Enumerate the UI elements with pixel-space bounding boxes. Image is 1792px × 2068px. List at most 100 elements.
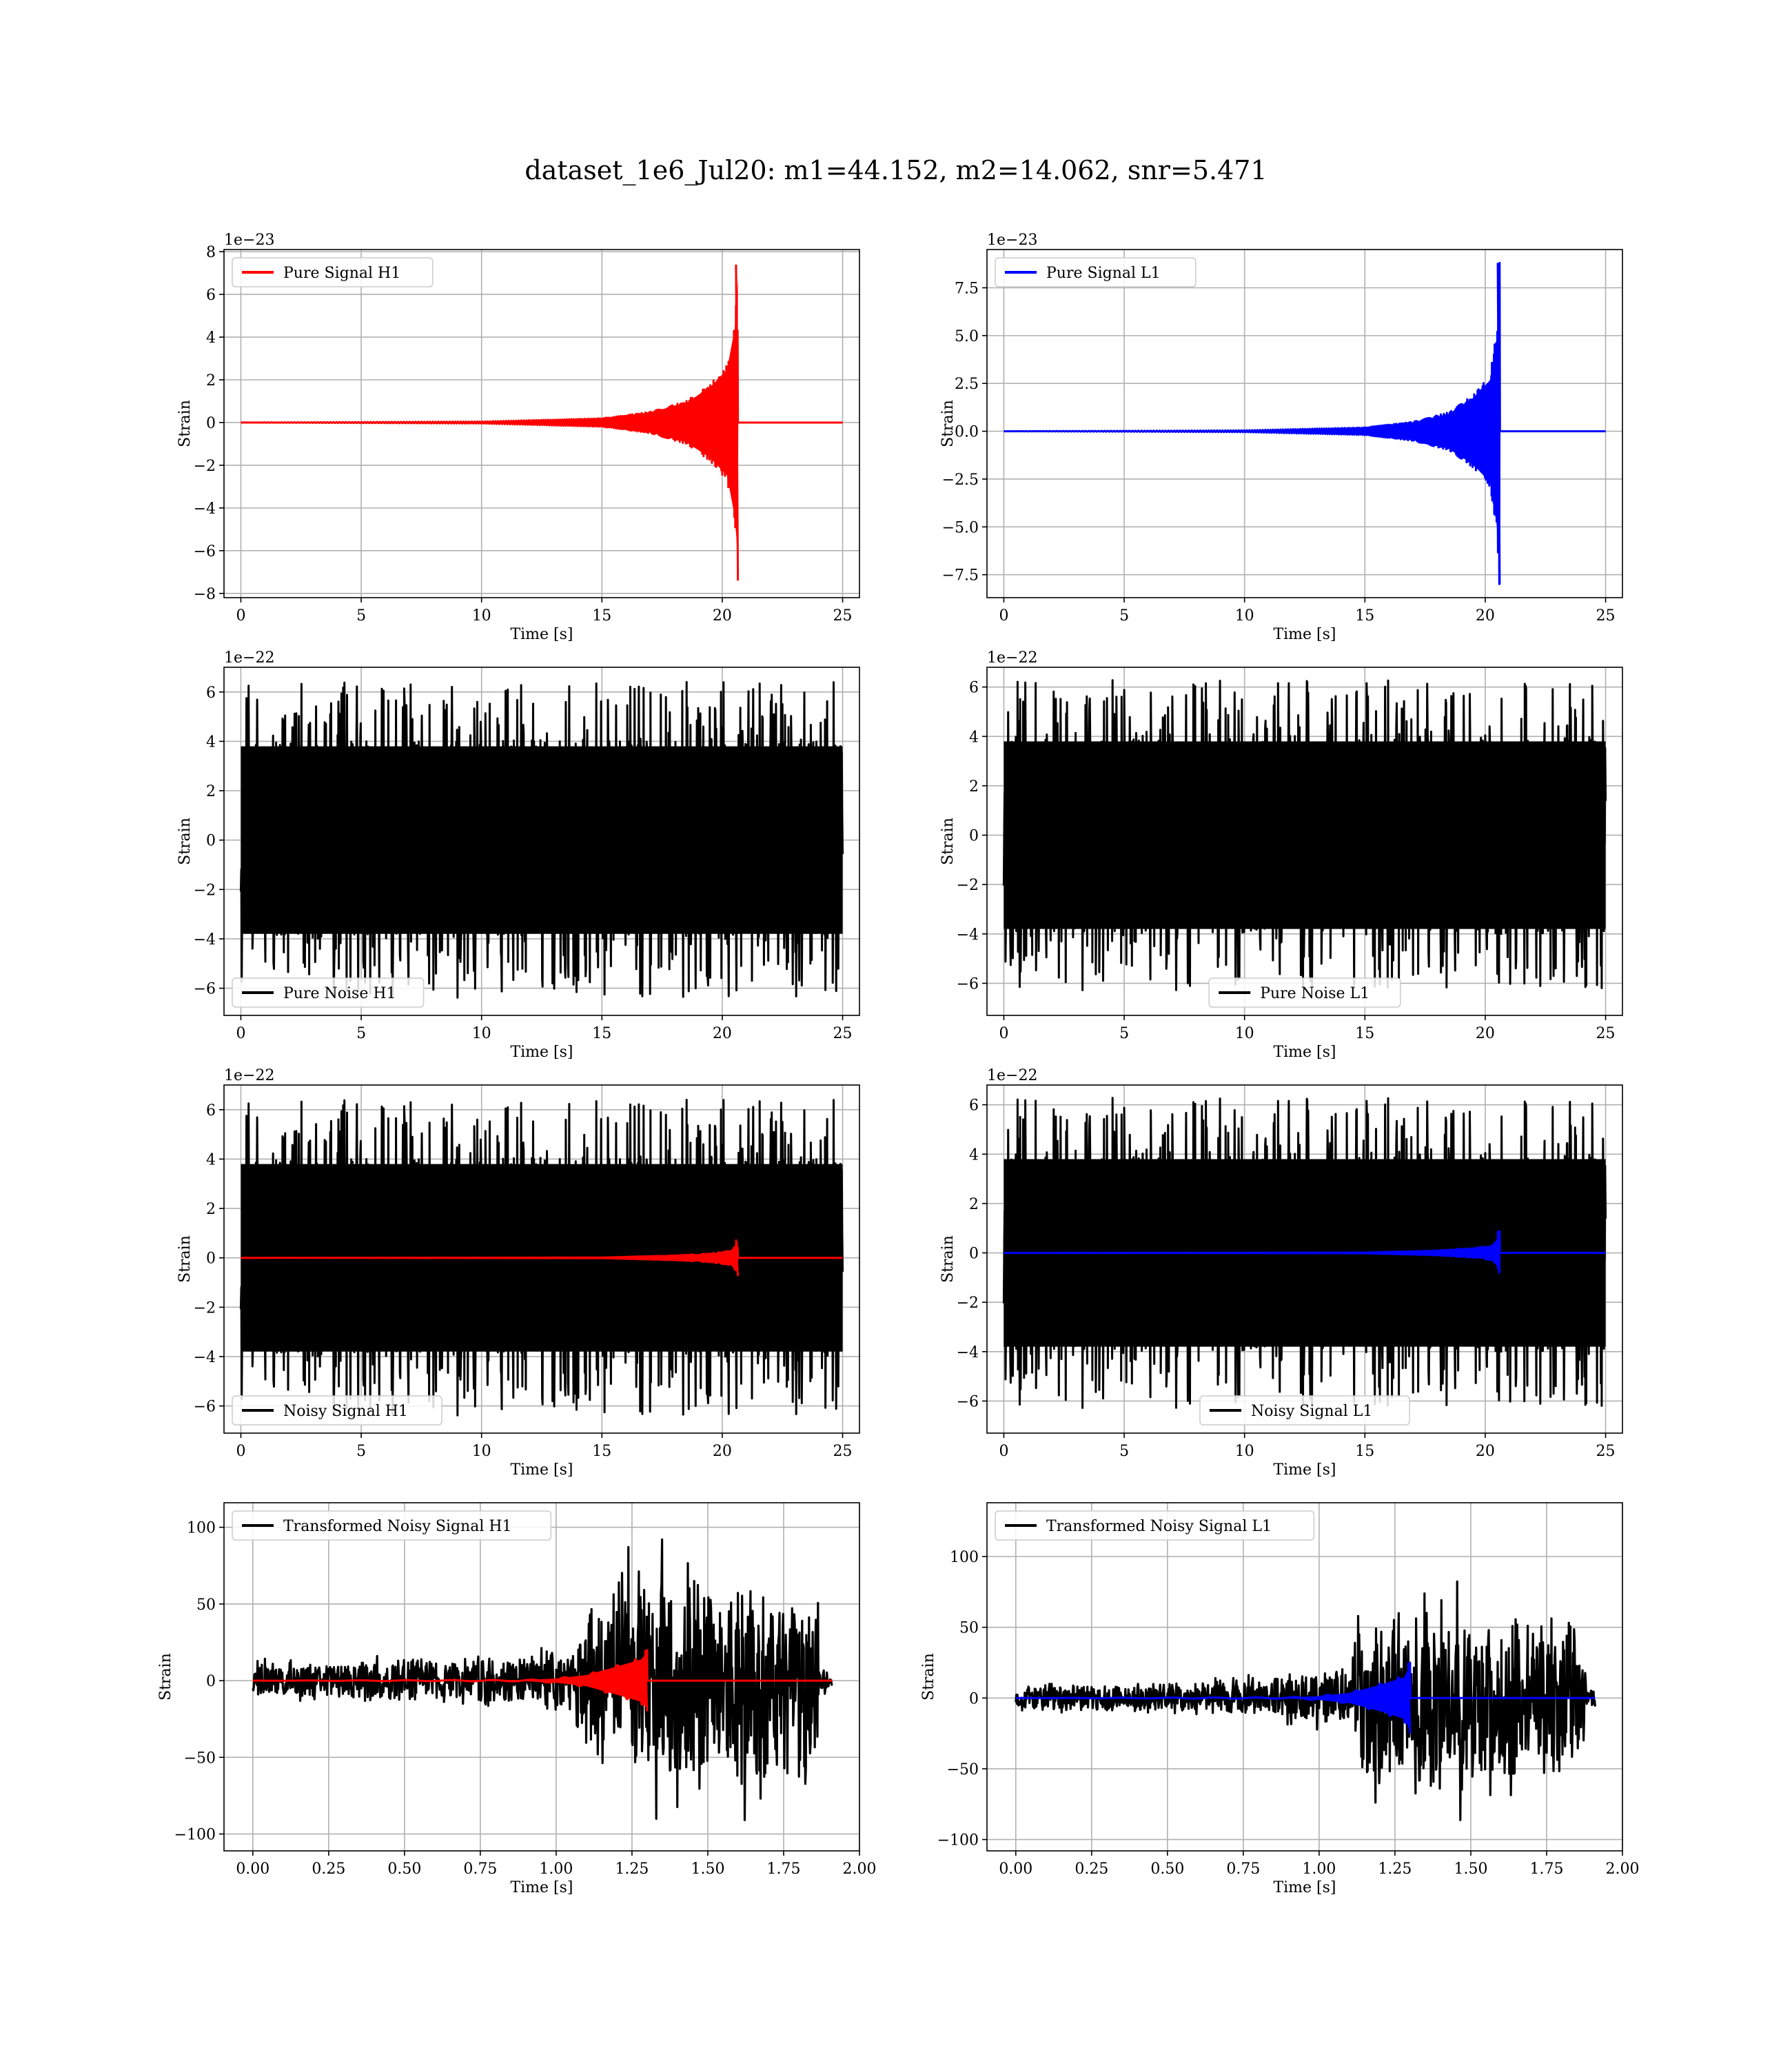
legend-box [1199,1395,1410,1426]
x-axis-label: Time [s] [1273,1879,1336,1896]
y-tick-label: 2 [206,372,216,389]
y-axis-label: Strain [939,818,957,865]
legend-box [232,1510,552,1541]
y-tick-label: −4 [194,500,216,518]
legend-label: Pure Noise H1 [283,985,396,1002]
subplot-pure-signal-h1: 0 5 10 15 20 25 −8 −6 −4 −2 0 2 4 6 8 Time [s] Strain 1e−… [176,232,860,643]
x-tick-label: 25 [1596,1025,1616,1042]
axes-frame [986,1502,1623,1852]
x-tick-label: 15 [1355,1025,1374,1042]
y-tick-label: −2 [194,882,216,899]
x-tick-label: 0.75 [463,1861,497,1878]
y-axis-label: Strain [939,1235,957,1283]
y-tick-label: 0 [969,1246,979,1263]
legend-label: Transformed Noisy Signal L1 [1046,1518,1272,1535]
y-axis-label: Strain [176,1235,194,1283]
subplot-transformed-noisy-signal-l1: 0.00 0.25 0.50 0.75 1.00 1.25 1.50 1.75 2.00 −100… [920,1502,1639,1896]
offset-text: 1e−22 [987,649,1037,667]
y-tick-label: 2.5 [955,376,979,393]
series-group [1003,261,1607,587]
legend-label: Pure Signal L1 [1046,265,1161,282]
series-line [1002,1097,1607,1409]
series-group [1015,1580,1596,1821]
x-tick-label: 20 [1476,607,1495,625]
y-tick-label: 4 [206,330,216,347]
y-tick-label: 6 [206,685,216,702]
y-tick-label: 0 [206,1673,216,1690]
y-tick-label: −100 [937,1832,979,1849]
y-tick-label: 0 [206,415,216,432]
y-axis-label: Strain [939,400,957,447]
axes-frame [223,1502,860,1852]
y-tick-label: 8 [206,244,216,261]
x-tick-label: 25 [833,607,853,625]
y-axis-label: Strain [157,1653,174,1701]
y-tick-label: 5.0 [955,328,979,345]
x-tick-label: 15 [1355,607,1374,625]
offset-text: 1e−23 [224,232,274,249]
x-tick-label: 1.00 [539,1861,573,1878]
series-line [239,1099,844,1417]
series-group [239,681,844,999]
x-tick-label: 2.00 [843,1861,877,1878]
x-tick-label: 25 [833,1025,853,1042]
y-tick-label: 2 [969,1196,979,1213]
x-axis-label: Time [s] [1273,626,1336,643]
y-tick-label: −2 [194,1299,216,1317]
legend-label: Noisy Signal H1 [283,1403,408,1420]
x-tick-label: 15 [1355,1443,1374,1460]
x-tick-label: 0 [236,1443,245,1460]
legend-label: Pure Signal H1 [283,265,400,282]
y-tick-label: 0 [206,833,216,850]
x-tick-label: 0.25 [1075,1861,1108,1878]
x-tick-label: 5 [356,607,366,625]
x-axis-label: Time [s] [1273,1044,1336,1061]
y-tick-label: −5.0 [942,519,979,536]
y-tick-label: 2 [969,778,979,795]
x-tick-label: 15 [592,1443,611,1460]
y-tick-label: −100 [174,1827,216,1844]
series-line [252,1538,833,1821]
y-tick-label: −2.5 [942,472,979,489]
offset-text: 1e−22 [224,1067,274,1084]
x-tick-label: 20 [713,1025,732,1042]
legend-box [232,1395,442,1426]
y-tick-label: −6 [194,543,216,560]
y-tick-label: 7.5 [955,280,979,297]
legend: Noisy Signal L1 [1199,1395,1410,1426]
x-tick-label: 0 [236,607,245,625]
legend: Noisy Signal H1 [232,1395,442,1426]
y-tick-label: −8 [194,586,216,603]
subplot-noisy-signal-h1: 0 5 10 15 20 25 −6 −4 −2 0 2 4 6 Time [s] Strain 1e−22 N… [176,1067,860,1479]
series-line [240,1239,844,1277]
y-tick-label: −4 [194,1349,216,1366]
x-tick-label: 0 [999,607,1008,625]
y-tick-label: 100 [950,1549,979,1566]
series-line [1002,679,1607,991]
series-line [1003,261,1607,585]
x-tick-label: 5 [1119,1025,1129,1042]
legend-label: Transformed Noisy Signal H1 [283,1518,512,1535]
y-tick-label: −4 [957,926,979,944]
legend-box [232,977,425,1008]
x-tick-label: 5 [356,1443,366,1460]
legend: Pure Noise L1 [1208,977,1401,1008]
x-tick-label: 15 [592,607,611,625]
series-line [1003,1230,1607,1274]
offset-text: 1e−22 [987,1067,1037,1084]
offset-text: 1e−23 [987,232,1037,249]
series-line [240,264,844,581]
x-tick-label: 20 [713,607,732,625]
x-axis-label: Time [s] [510,1879,573,1896]
y-tick-label: 2 [206,783,216,800]
x-tick-label: 1.50 [691,1861,724,1878]
figure-title: dataset_1e6_Jul20: m1=44.152, m2=14.062,… [525,155,1267,185]
x-tick-label: 5 [1119,1443,1129,1460]
x-tick-label: 20 [1476,1443,1495,1460]
subplot-pure-noise-h1: 0 5 10 15 20 25 −6 −4 −2 0 2 4 6 Time [s] Strain 1e−22 P… [176,649,860,1061]
x-tick-label: 5 [1119,607,1129,625]
y-tick-label: −50 [184,1750,216,1767]
x-tick-label: 15 [592,1025,611,1042]
y-axis-label: Strain [176,400,194,447]
y-tick-label: −6 [194,1399,216,1416]
